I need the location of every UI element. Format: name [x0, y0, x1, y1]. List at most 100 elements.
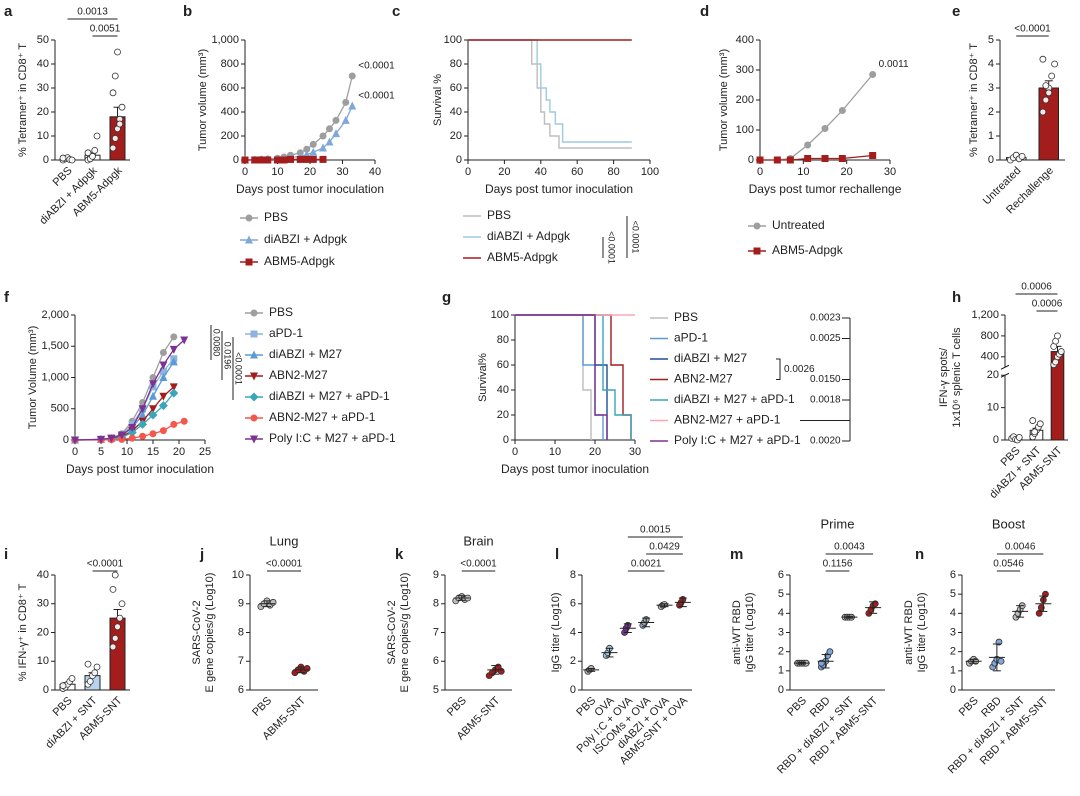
y-tick-label: 100	[444, 34, 462, 46]
y-axis-label: IgG titer (Log10)	[744, 592, 756, 672]
y-tick-label: 80	[497, 334, 509, 346]
y-axis-label: Tumor Volume (mm³)	[27, 326, 39, 430]
marker	[138, 419, 148, 429]
data-point	[997, 657, 1005, 665]
data-point	[59, 682, 67, 690]
y-tick-label: 0	[778, 684, 784, 696]
data-point	[84, 149, 92, 157]
y-tick-label: 1,000	[211, 34, 239, 46]
marker	[303, 155, 311, 163]
marker	[332, 116, 340, 124]
data-point	[109, 643, 117, 651]
y-tick-label: 20	[497, 409, 509, 421]
y-tick-label: 2	[988, 106, 994, 118]
marker	[138, 410, 147, 419]
y-axis-label: E gene copies/g (Log10)	[399, 573, 411, 693]
y-tick-label: 8	[238, 626, 244, 638]
p-value: 0.0080	[212, 329, 222, 357]
p-value: 0.0018	[810, 395, 841, 406]
marker	[159, 361, 168, 370]
y-axis-label: % Tetramer⁺ in CD8⁺ T	[968, 43, 980, 157]
y-tick-label: 6	[238, 684, 244, 696]
series-line	[74, 336, 175, 441]
data-point	[1015, 434, 1023, 441]
y-tick-label: 5	[950, 588, 956, 600]
p-value: 0.0023	[810, 313, 841, 324]
y-tick-label: 300	[736, 64, 754, 76]
y-tick-label: 10	[37, 130, 49, 142]
y-tick-label: 1,500	[41, 340, 69, 352]
marker	[149, 380, 157, 389]
data-point	[1029, 417, 1037, 424]
data-point	[114, 623, 121, 631]
marker	[869, 152, 877, 159]
x-tick-label: 100	[641, 166, 659, 178]
y-tick-label: 20	[450, 130, 462, 142]
x-tick-label: 15	[147, 446, 159, 458]
panel-letter: d	[700, 3, 709, 20]
data-point	[269, 598, 277, 606]
data-point	[93, 132, 101, 140]
marker	[245, 214, 253, 222]
x-tick-label: 5	[98, 446, 104, 458]
data-point	[1051, 60, 1058, 68]
y-tick-label: 500	[51, 403, 69, 415]
marker	[249, 392, 259, 402]
y-axis-label: Survival %	[432, 74, 444, 126]
x-tick-label: 20	[498, 166, 510, 178]
x-axis-label: Days post tumor inoculation	[501, 462, 649, 476]
y-tick-label: 2	[950, 646, 956, 658]
y-tick-label: 7	[433, 626, 439, 638]
data-point	[91, 669, 99, 677]
marker	[159, 367, 167, 375]
data-point	[91, 146, 99, 154]
marker	[257, 156, 265, 164]
p-value: 0.1156	[823, 559, 853, 570]
data-point	[1018, 152, 1026, 160]
x-axis-label: Days post tumor inoculation	[485, 182, 633, 196]
marker	[325, 137, 334, 146]
marker	[71, 436, 79, 445]
marker	[159, 373, 168, 381]
x-tick-label: 10	[549, 446, 561, 458]
p-value: 0.0429	[649, 542, 680, 553]
p-value: 0.0026	[784, 364, 815, 375]
marker	[139, 432, 147, 440]
marker	[838, 155, 846, 162]
survival-curve	[515, 314, 608, 440]
marker	[296, 155, 304, 163]
p-value: <0.0001	[358, 61, 395, 72]
panel-letter: b	[183, 3, 192, 20]
p-value: <0.0001	[460, 559, 497, 570]
data-point	[84, 660, 92, 668]
legend-label: ABN2-M27 + aPD-1	[269, 410, 376, 424]
p-value: <0.0001	[87, 559, 124, 570]
p-value: <0.0001	[1014, 24, 1051, 35]
y-tick-label: 8	[433, 598, 439, 610]
panel-title: Prime	[821, 516, 855, 531]
marker	[158, 401, 168, 411]
y-tick-label: 6	[570, 598, 576, 610]
legend-label: PBS	[674, 310, 698, 324]
y-tick-label: 6	[950, 569, 956, 581]
marker	[804, 141, 812, 149]
p-value: 0.0020	[810, 436, 841, 447]
y-tick-label: 40	[37, 569, 49, 581]
panel-letter: f	[4, 289, 10, 306]
marker	[838, 107, 846, 114]
y-tick-label: 4	[988, 58, 994, 70]
data-point	[1042, 96, 1050, 104]
y-tick-label: 1,200	[971, 309, 999, 321]
marker	[251, 156, 259, 164]
data-point	[1031, 428, 1039, 436]
x-tick-label: PBS	[785, 695, 809, 719]
y-axis-label: anti-WT RBD	[731, 600, 743, 665]
y-tick-label: 0	[570, 684, 576, 696]
x-axis-label: Days post tumor inoculation	[236, 182, 384, 196]
x-axis-label: Days post tumor inoculation	[66, 462, 214, 476]
y-tick-label: 60	[450, 82, 462, 94]
data-point	[1036, 420, 1044, 428]
legend-label: ABM5-Adpgk	[264, 254, 336, 268]
y-axis-label: Tumor volume (mm³)	[197, 49, 209, 151]
data-point	[1057, 348, 1065, 355]
